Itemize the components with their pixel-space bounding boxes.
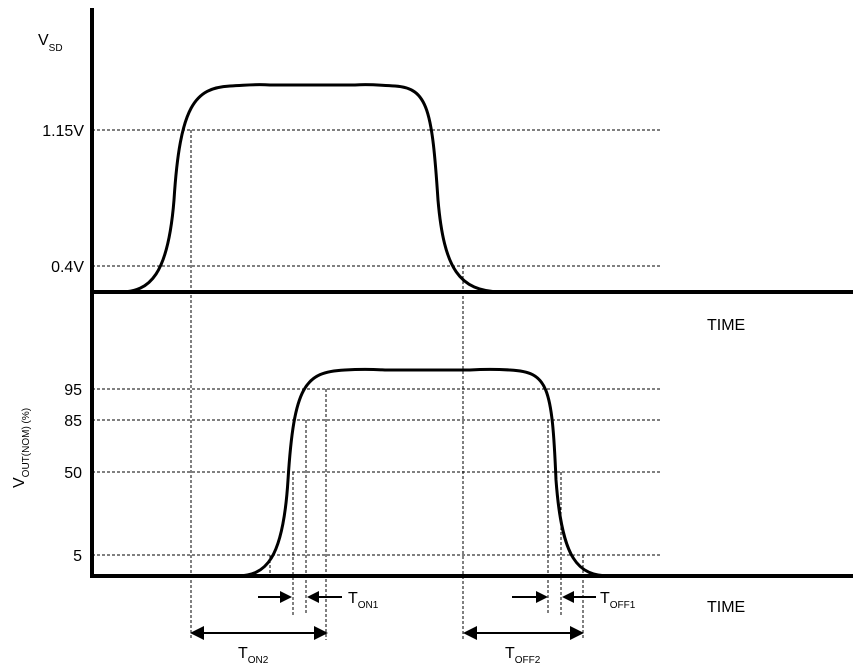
level-label-85: 85 — [64, 413, 82, 430]
toff1-marker: TOFF1 — [512, 590, 636, 611]
time-label-top: TIME — [707, 317, 745, 334]
ton1-marker: TON1 — [258, 590, 379, 611]
ton1-arrowhead-right — [307, 591, 319, 603]
toff1-label: TOFF1 — [600, 590, 636, 611]
ton2-label: TON2 — [238, 645, 269, 666]
toff1-arrowhead-right — [562, 591, 574, 603]
toff2-label: TOFF2 — [505, 645, 541, 666]
level-label-50: 50 — [64, 465, 82, 482]
vout-waveform — [235, 367, 611, 578]
vout-label: VOUT(NOM) (%) — [11, 408, 32, 488]
level-label-1-15v: 1.15V — [42, 123, 84, 140]
level-label-5: 5 — [73, 548, 82, 565]
time-label-bottom: TIME — [707, 599, 745, 616]
ton1-label: TON1 — [348, 590, 379, 611]
level-label-95: 95 — [64, 382, 82, 399]
vsd-waveform — [119, 83, 501, 294]
axes — [90, 8, 853, 578]
level-label-0-4v: 0.4V — [51, 259, 84, 276]
ton2-arrowhead-left — [190, 626, 204, 640]
guide-lines — [92, 129, 660, 640]
toff2-arrowhead-left — [463, 626, 477, 640]
toff2-arrowhead-right — [570, 626, 584, 640]
ton2-marker: TON2 — [190, 626, 328, 666]
ton2-arrowhead-right — [314, 626, 328, 640]
toff1-arrowhead-left — [536, 591, 548, 603]
toff2-marker: TOFF2 — [463, 626, 584, 666]
vsd-label: VSD — [38, 32, 63, 54]
ton1-arrowhead-left — [280, 591, 292, 603]
